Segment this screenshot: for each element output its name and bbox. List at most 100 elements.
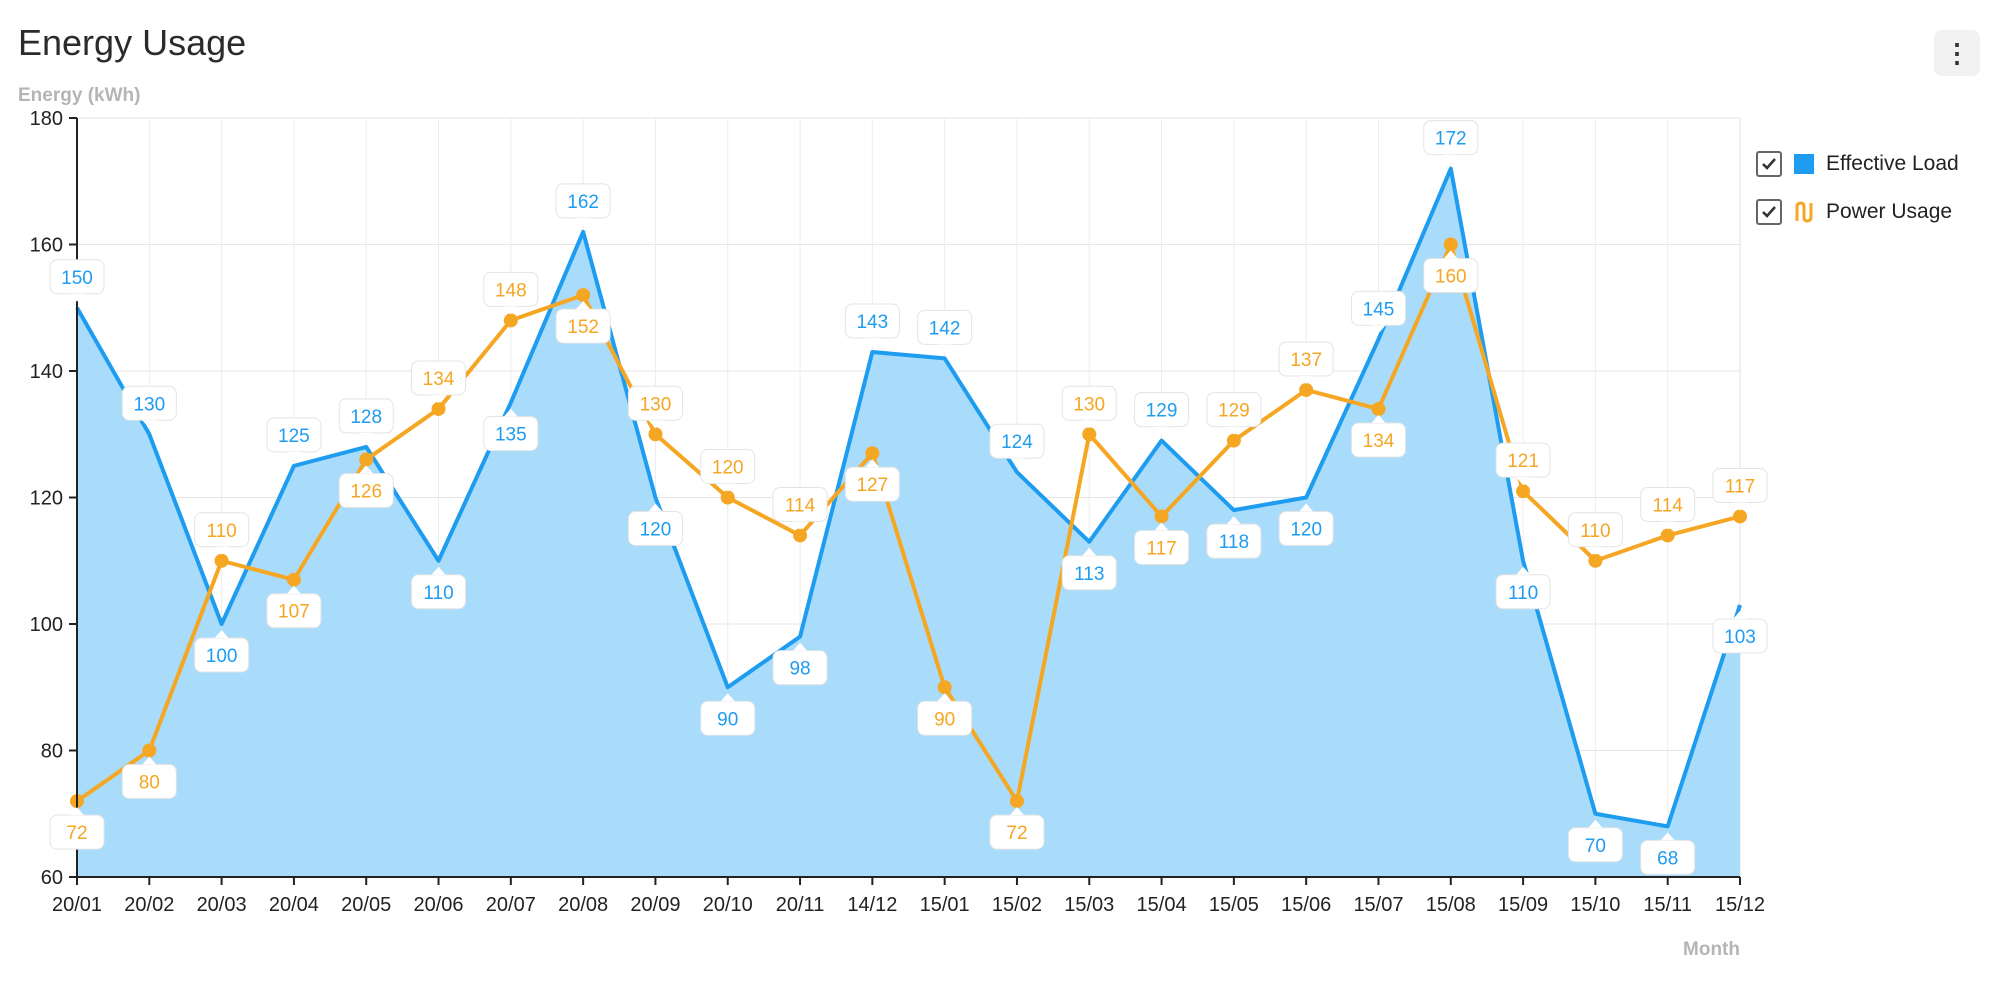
x-tick-label: 15/09 (1498, 894, 1548, 916)
data-label-pointer (1733, 611, 1747, 620)
data-label-text: 162 (567, 192, 599, 213)
data-label-text: 117 (1725, 476, 1755, 497)
power-usage-point[interactable] (1588, 553, 1603, 568)
data-label-pointer (1588, 546, 1603, 555)
data-label: 68 (1640, 832, 1696, 875)
power-usage-point[interactable] (1226, 433, 1241, 448)
data-label-pointer (1082, 547, 1097, 556)
power-usage-point[interactable] (1371, 401, 1386, 416)
power-usage-point[interactable] (1660, 528, 1675, 543)
data-label-pointer (720, 693, 735, 702)
x-tick-label: 14/12 (847, 894, 897, 916)
data-label-text: 135 (495, 425, 527, 446)
data-label-text: 110 (1580, 521, 1610, 542)
data-label-text: 114 (1653, 495, 1684, 516)
data-label: 172 (1423, 120, 1479, 163)
power-usage-point[interactable] (1009, 794, 1024, 809)
power-usage-point[interactable] (720, 490, 735, 505)
data-label: 130 (121, 385, 177, 429)
power-usage-point[interactable] (431, 401, 446, 416)
data-label-pointer (576, 301, 591, 310)
power-usage-point[interactable] (937, 680, 952, 695)
power-usage-point[interactable] (359, 452, 374, 467)
data-label-pointer (1154, 522, 1169, 531)
data-label: 148 (483, 271, 539, 315)
power-usage-point[interactable] (286, 572, 301, 587)
data-label-text: 152 (567, 317, 599, 338)
data-label-pointer (1226, 426, 1241, 435)
data-label-text: 120 (712, 458, 744, 479)
data-label-pointer (648, 503, 663, 512)
data-label-text: 100 (206, 646, 238, 667)
data-label: 118 (1206, 516, 1262, 559)
y-tick-label: 160 (30, 235, 63, 257)
data-label-pointer (1154, 426, 1169, 435)
power-usage-point[interactable] (793, 528, 808, 543)
data-label: 98 (772, 642, 828, 686)
power-usage-point[interactable] (1082, 427, 1097, 442)
power-usage-point[interactable] (214, 553, 229, 568)
data-label-pointer (648, 420, 663, 429)
power-usage-point[interactable] (503, 313, 518, 328)
x-tick-label: 20/01 (52, 894, 102, 916)
data-label-text: 128 (350, 407, 382, 428)
power-usage-point[interactable] (865, 446, 880, 461)
checkmark-icon (1762, 206, 1776, 218)
data-label-pointer (431, 394, 446, 403)
data-label-text: 129 (1146, 401, 1178, 422)
y-tick-label: 100 (30, 614, 63, 636)
data-label-pointer (1082, 420, 1097, 429)
legend-item-effective-load[interactable]: Effective Load (1756, 140, 1959, 188)
x-tick-label: 20/02 (124, 894, 174, 916)
legend-label-effective-load: Effective Load (1826, 152, 1959, 175)
data-label: 110 (411, 566, 467, 610)
data-label: 72 (49, 807, 105, 850)
data-label-text: 121 (1507, 451, 1539, 472)
kebab-menu-icon: ⋮ (1944, 38, 1970, 68)
data-label-text: 129 (1218, 401, 1250, 422)
power-usage-point[interactable] (1154, 509, 1169, 524)
x-tick-label: 15/01 (920, 894, 970, 916)
data-label-pointer (359, 432, 374, 441)
data-label: 143 (844, 303, 900, 347)
checkbox-effective-load[interactable] (1756, 151, 1782, 177)
power-usage-point[interactable] (576, 288, 591, 303)
power-usage-point[interactable] (648, 427, 663, 442)
power-usage-point[interactable] (1516, 484, 1531, 499)
legend-item-power-usage[interactable]: Power Usage (1756, 188, 1959, 236)
y-axis-label: Energy (kWh) (18, 85, 140, 106)
data-label: 114 (772, 486, 828, 530)
data-label-text: 120 (640, 520, 672, 541)
data-label-pointer (503, 408, 518, 417)
data-label: 137 (1278, 341, 1334, 384)
data-label: 160 (1423, 250, 1479, 293)
power-usage-point[interactable] (142, 743, 157, 758)
data-label-pointer (793, 642, 808, 651)
x-tick-label: 20/09 (630, 894, 680, 916)
x-tick-label: 20/05 (341, 894, 391, 916)
checkbox-power-usage[interactable] (1756, 199, 1782, 225)
data-label-pointer (1299, 503, 1314, 512)
x-tick-label: 20/10 (703, 894, 753, 916)
data-label-pointer (865, 459, 880, 468)
chart-menu-button[interactable]: ⋮ (1934, 30, 1980, 76)
data-label-text: 110 (206, 521, 236, 542)
data-label-pointer (1733, 502, 1747, 511)
y-tick-label: 180 (30, 108, 63, 130)
data-label: 103 (1712, 611, 1768, 654)
data-label-text: 124 (1001, 432, 1033, 453)
data-label: 90 (700, 693, 756, 736)
data-label-pointer (720, 483, 735, 492)
data-label: 127 (844, 459, 900, 502)
power-usage-point[interactable] (1733, 509, 1747, 524)
data-label: 126 (338, 465, 394, 509)
data-label-pointer (70, 293, 84, 302)
power-usage-point[interactable] (1299, 382, 1314, 397)
data-label: 100 (194, 630, 250, 673)
data-label-text: 68 (1657, 848, 1678, 869)
x-tick-label: 20/08 (558, 894, 608, 916)
power-usage-point[interactable] (1443, 237, 1458, 252)
x-tick-label: 15/06 (1281, 894, 1331, 916)
data-label-pointer (865, 338, 880, 347)
